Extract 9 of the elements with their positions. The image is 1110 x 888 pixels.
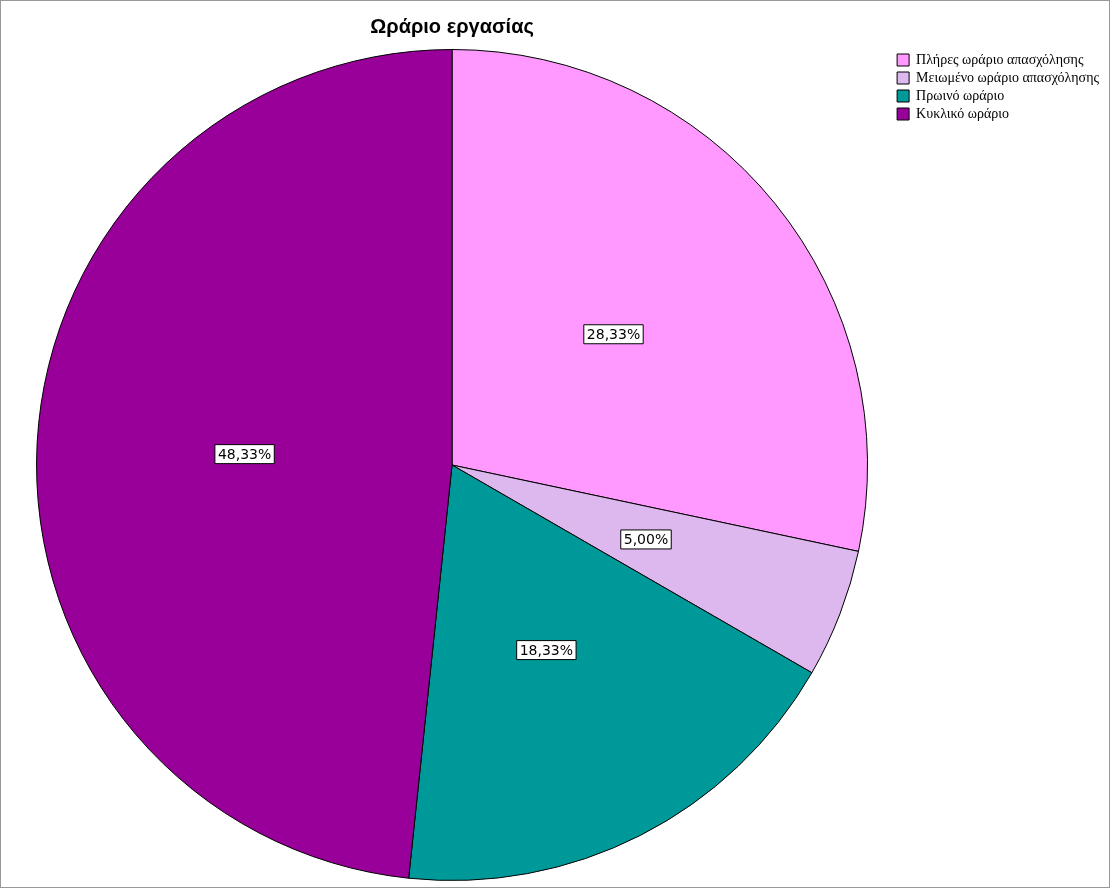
data-label: 28,33% [586, 325, 641, 342]
chart-title: Ωράριο εργασίας [370, 14, 534, 37]
legend-label: Κυκλικό ωράριο [916, 105, 1010, 121]
data-label: 5,00% [623, 531, 669, 548]
legend-label: Πρωινό ωράριο [916, 87, 1005, 103]
legend-label: Μειωμένο ωράριο απασχόλησης [916, 69, 1100, 85]
data-label: 18,33% [519, 641, 574, 658]
data-label: 48,33% [217, 445, 272, 462]
legend-label: Πλήρες ωράριο απασχόλησης [916, 51, 1084, 67]
